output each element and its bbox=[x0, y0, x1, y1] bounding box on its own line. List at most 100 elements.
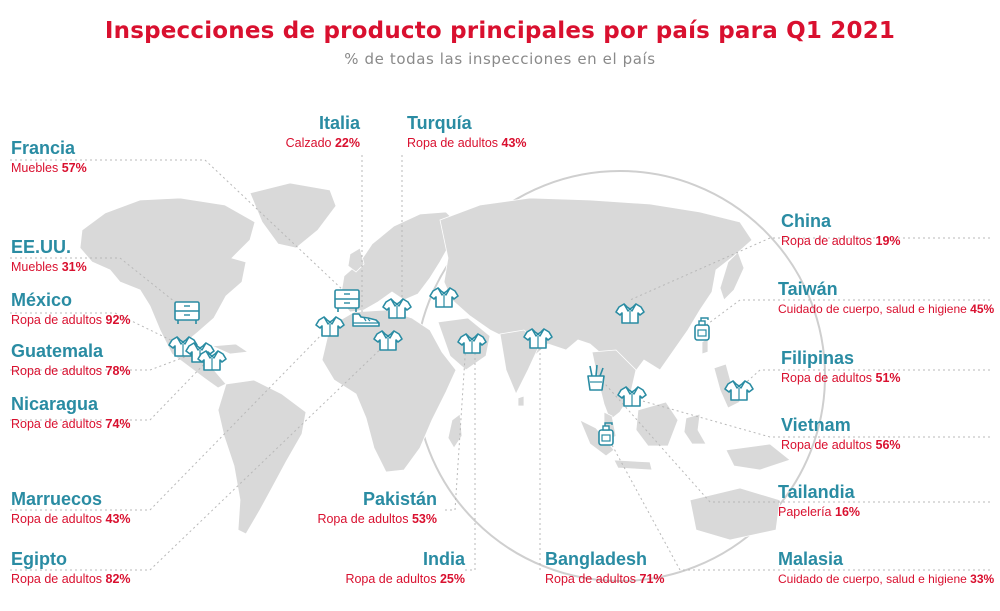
category-text: Papelería bbox=[778, 505, 832, 519]
country-name: Malasia bbox=[778, 549, 844, 569]
percent-value: 33% bbox=[970, 572, 995, 586]
stat-line: Ropa de adultos 19% bbox=[781, 233, 901, 249]
country-name: Vietnam bbox=[781, 415, 851, 435]
stat-line: Ropa de adultos 25% bbox=[345, 571, 465, 587]
country-name: China bbox=[781, 211, 832, 231]
label-guatemala: Guatemala Ropa de adultos 78% bbox=[11, 340, 131, 379]
stat-line: Ropa de adultos 43% bbox=[11, 511, 131, 527]
label-eeuu: EE.UU. Muebles 31% bbox=[11, 236, 87, 275]
sulawesi-shape bbox=[683, 413, 707, 445]
shirt-icon bbox=[429, 287, 459, 308]
stat-line: Ropa de adultos 53% bbox=[317, 511, 437, 527]
label-taiwan: Taiwán Cuidado de cuerpo, salud e higien… bbox=[778, 278, 994, 317]
category-text: Muebles bbox=[11, 161, 59, 175]
category-text: Cuidado de cuerpo, salud e higiene bbox=[778, 302, 967, 316]
map-subtitle: % de todas las inspecciones en el país bbox=[344, 50, 656, 68]
country-name: Marruecos bbox=[11, 489, 103, 509]
category-text: Ropa de adultos bbox=[407, 136, 499, 150]
label-bangladesh: Bangladesh Ropa de adultos 71% bbox=[545, 548, 665, 587]
country-name: Egipto bbox=[11, 549, 67, 569]
stat-line: Cuidado de cuerpo, salud e higiene 45% bbox=[778, 301, 994, 317]
madagascar-shape bbox=[447, 413, 463, 449]
label-filipinas: Filipinas Ropa de adultos 51% bbox=[781, 347, 901, 386]
label-india: India Ropa de adultos 25% bbox=[345, 548, 465, 587]
leader-india bbox=[465, 348, 476, 571]
stat-line: Calzado 22% bbox=[286, 135, 360, 151]
japan-shape bbox=[719, 251, 745, 301]
label-francia: Francia Muebles 57% bbox=[11, 137, 87, 176]
soap-bottle-icon bbox=[694, 317, 710, 341]
country-name: Turquía bbox=[407, 113, 472, 133]
label-china: China Ropa de adultos 19% bbox=[781, 210, 901, 249]
stat-line: Ropa de adultos 78% bbox=[11, 363, 131, 379]
stat-line: Ropa de adultos 56% bbox=[781, 437, 901, 453]
java-shape bbox=[613, 459, 653, 471]
country-name: Francia bbox=[11, 138, 76, 158]
stat-line: Ropa de adultos 92% bbox=[11, 312, 131, 328]
category-text: Ropa de adultos bbox=[11, 313, 103, 327]
furniture-icon bbox=[174, 301, 200, 325]
label-italia: Italia Calzado 22% bbox=[286, 112, 360, 151]
stat-line: Ropa de adultos 74% bbox=[11, 416, 131, 432]
category-text: Ropa de adultos bbox=[545, 572, 637, 586]
stat-line: Ropa de adultos 43% bbox=[407, 135, 527, 151]
sumatra-shape bbox=[579, 419, 615, 457]
map-title: Inspecciones de producto principales por… bbox=[104, 18, 896, 44]
australia-shape bbox=[689, 487, 781, 541]
label-egipto: Egipto Ropa de adultos 82% bbox=[11, 548, 131, 587]
percent-value: 53% bbox=[411, 512, 437, 526]
percent-value: 16% bbox=[835, 505, 861, 519]
category-text: Ropa de adultos bbox=[345, 572, 437, 586]
country-name: India bbox=[422, 549, 465, 569]
percent-value: 74% bbox=[105, 417, 131, 431]
label-turquia: Turquía Ropa de adultos 43% bbox=[407, 112, 527, 151]
percent-value: 25% bbox=[439, 572, 465, 586]
country-name: Guatemala bbox=[11, 341, 104, 361]
label-marruecos: Marruecos Ropa de adultos 43% bbox=[11, 488, 131, 527]
country-name: EE.UU. bbox=[11, 237, 72, 257]
percent-value: 92% bbox=[105, 313, 131, 327]
leader-lines bbox=[10, 155, 990, 571]
label-malasia: Malasia Cuidado de cuerpo, salud e higie… bbox=[778, 548, 994, 587]
leader-china bbox=[629, 237, 990, 301]
percent-value: 19% bbox=[875, 234, 901, 248]
category-text: Calzado bbox=[285, 136, 332, 150]
percent-value: 51% bbox=[875, 371, 901, 385]
stat-line: Muebles 57% bbox=[11, 160, 87, 176]
country-name: Nicaragua bbox=[11, 394, 99, 414]
label-pakistan: Pakistán Ropa de adultos 53% bbox=[317, 488, 437, 527]
label-vietnam: Vietnam Ropa de adultos 56% bbox=[781, 414, 901, 453]
percent-value: 82% bbox=[105, 572, 131, 586]
category-text: Ropa de adultos bbox=[781, 371, 873, 385]
country-name: Tailandia bbox=[778, 482, 855, 502]
caribbean-shape bbox=[211, 343, 250, 355]
leader-eeuu bbox=[10, 257, 186, 311]
stat-line: Ropa de adultos 71% bbox=[545, 571, 665, 587]
new-guinea-shape bbox=[725, 443, 791, 471]
country-name: Italia bbox=[318, 113, 360, 133]
country-name: Pakistán bbox=[362, 489, 437, 509]
label-tailandia: Tailandia Papelería 16% bbox=[778, 481, 860, 520]
land-masses bbox=[79, 182, 791, 541]
greenland-shape bbox=[249, 182, 337, 249]
percent-value: 56% bbox=[875, 438, 901, 452]
percent-value: 71% bbox=[639, 572, 665, 586]
stat-line: Ropa de adultos 82% bbox=[11, 571, 131, 587]
leader-francia bbox=[10, 159, 346, 293]
category-text: Ropa de adultos bbox=[317, 512, 409, 526]
category-text: Ropa de adultos bbox=[11, 417, 103, 431]
country-name: Bangladesh bbox=[545, 549, 648, 569]
stat-line: Papelería 16% bbox=[778, 504, 860, 520]
category-text: Ropa de adultos bbox=[11, 512, 103, 526]
stat-line: Ropa de adultos 51% bbox=[781, 370, 901, 386]
leader-vietnam bbox=[631, 397, 990, 438]
country-name: Filipinas bbox=[781, 348, 855, 368]
percent-value: 31% bbox=[61, 260, 87, 274]
leader-pakistan bbox=[445, 341, 467, 511]
leader-malasia bbox=[605, 433, 990, 571]
percent-value: 57% bbox=[61, 161, 87, 175]
leader-mexico bbox=[10, 312, 184, 347]
percent-value: 43% bbox=[105, 512, 131, 526]
leader-egipto bbox=[10, 339, 391, 571]
